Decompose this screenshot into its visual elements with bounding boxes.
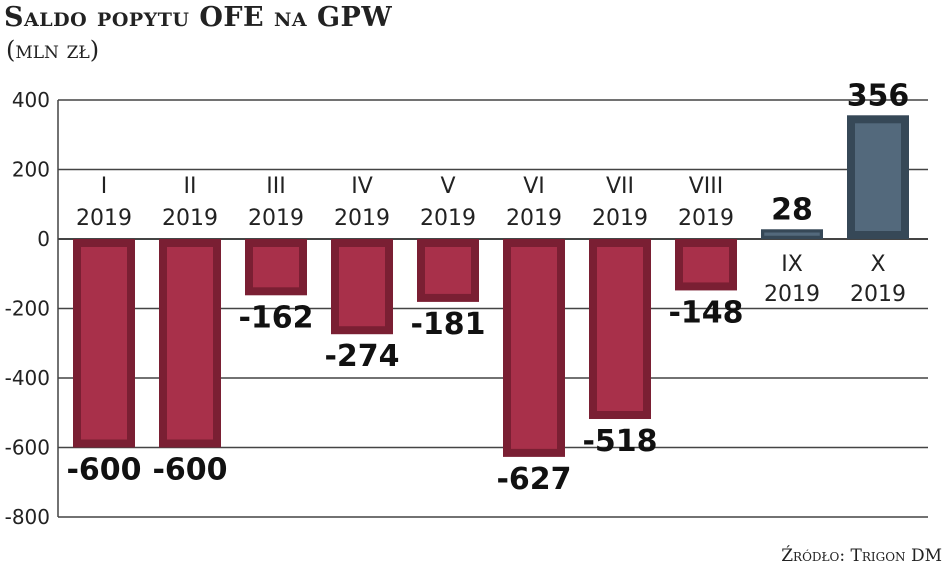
source-note: Źródło: Trigon DM	[781, 546, 942, 566]
bar-face	[81, 247, 127, 440]
category-year: 2019	[334, 206, 390, 231]
category-year: 2019	[592, 206, 648, 231]
bar-face	[253, 247, 299, 288]
bar-face	[167, 247, 213, 440]
category-label: II	[184, 174, 197, 199]
value-label: -600	[66, 453, 141, 488]
category-year: 2019	[420, 206, 476, 231]
bar-face	[683, 247, 729, 283]
y-tick-label: 400	[12, 88, 50, 112]
category-label: VIII	[689, 174, 724, 199]
y-tick-label: 0	[37, 227, 50, 251]
bar-face	[764, 232, 820, 236]
value-label: -600	[152, 453, 227, 488]
bar-face	[855, 123, 901, 231]
bar-face	[511, 247, 557, 449]
category-label: IV	[351, 174, 373, 199]
value-label: -181	[410, 307, 485, 342]
category-year: 2019	[850, 282, 906, 307]
value-label: -627	[496, 462, 571, 497]
value-label: -162	[238, 300, 313, 335]
bar-face	[425, 247, 471, 294]
category-label: VII	[606, 174, 634, 199]
y-tick-label: -400	[5, 366, 50, 390]
value-label: -148	[668, 295, 743, 330]
y-tick-label: -200	[5, 297, 50, 321]
category-label: I	[101, 174, 108, 199]
value-label: 356	[847, 78, 910, 113]
y-tick-label: -800	[5, 505, 50, 529]
category-label: III	[266, 174, 285, 199]
y-tick-label: -600	[5, 436, 50, 460]
category-year: 2019	[506, 206, 562, 231]
category-label: V	[440, 174, 455, 199]
category-label: X	[870, 252, 885, 277]
category-year: 2019	[764, 282, 820, 307]
category-year: 2019	[162, 206, 218, 231]
category-year: 2019	[678, 206, 734, 231]
category-label: IX	[781, 252, 803, 277]
value-label: -518	[582, 424, 657, 459]
category-year: 2019	[76, 206, 132, 231]
bar-face	[597, 247, 643, 412]
y-tick-label: 200	[12, 158, 50, 182]
value-label: -274	[324, 339, 399, 374]
bar-face	[339, 247, 385, 327]
category-label: VI	[523, 174, 545, 199]
value-label: 28	[771, 192, 813, 227]
chart-subtitle: (mln zł)	[6, 36, 100, 64]
chart-title: Saldo popytu OFE na GPW	[4, 2, 393, 33]
category-year: 2019	[248, 206, 304, 231]
